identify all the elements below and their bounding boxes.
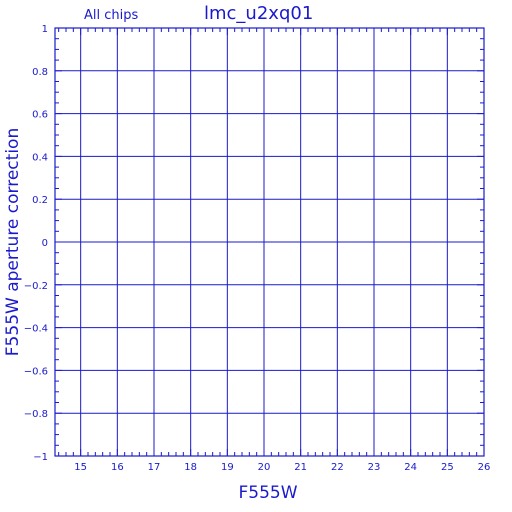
x-tick-label: 24 [404, 462, 417, 473]
x-tick-label: 16 [111, 462, 124, 473]
x-tick-label: 22 [331, 462, 344, 473]
y-tick-label: 0.6 [32, 110, 48, 121]
x-tick-label: 20 [258, 462, 271, 473]
y-tick-label: 0.2 [32, 195, 48, 206]
x-tick-label: 18 [184, 462, 197, 473]
x-tick-label: 17 [148, 462, 161, 473]
x-tick-labels: 15 16 17 18 19 20 21 22 23 24 25 26 [74, 462, 490, 473]
y-tick-label: 0.8 [32, 67, 48, 78]
x-tick-label: 21 [294, 462, 307, 473]
chart-subtitle: All chips [84, 8, 138, 23]
y-tick-label: −1 [33, 452, 48, 463]
chart-title: lmc_u2xq01 [204, 3, 313, 24]
x-axis-label: F555W [238, 483, 297, 503]
y-tick-label: 0.4 [32, 152, 48, 163]
y-tick-labels: −1 −0.8 −0.6 −0.4 −0.2 0 0.2 0.4 0.6 0.8 1 [24, 24, 48, 463]
y-tick-label: −0.6 [24, 366, 48, 377]
y-tick-label: 1 [42, 24, 48, 35]
grid [55, 28, 484, 456]
x-tick-label: 19 [221, 462, 234, 473]
y-tick-label: −0.8 [24, 409, 48, 420]
x-tick-label: 26 [478, 462, 491, 473]
x-tick-label: 23 [368, 462, 381, 473]
y-tick-label: 0 [42, 238, 48, 249]
y-tick-label: −0.2 [24, 281, 48, 292]
x-tick-label: 25 [441, 462, 454, 473]
y-axis-label: F555W aperture correction [3, 128, 23, 356]
x-tick-label: 15 [74, 462, 87, 473]
y-tick-label: −0.4 [24, 324, 48, 335]
plot-frame [54, 27, 485, 457]
